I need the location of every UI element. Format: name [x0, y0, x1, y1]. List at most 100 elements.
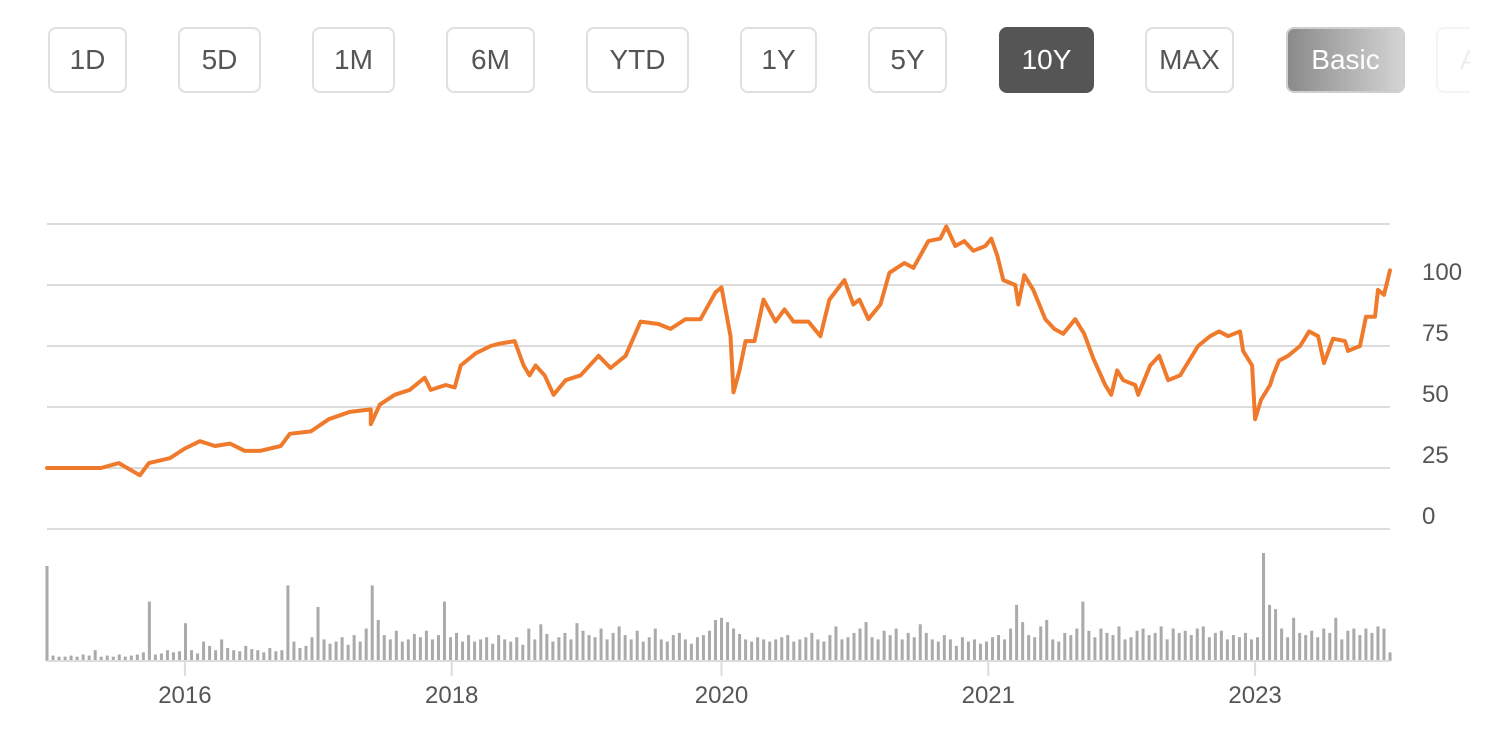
volume-bar [316, 607, 320, 661]
volume-bar [852, 632, 856, 661]
volume-bar [1111, 635, 1115, 661]
volume-bar [424, 630, 428, 661]
range-button-6m[interactable]: 6M [446, 27, 535, 93]
volume-bar [159, 653, 163, 661]
volume-bar [491, 643, 495, 661]
volume-bar [1021, 622, 1025, 661]
volume-bar [400, 641, 404, 661]
volume-bar [792, 641, 796, 661]
volume-bar [1268, 604, 1272, 661]
volume-bar [960, 637, 964, 661]
volume-bar [882, 630, 886, 661]
volume-bar [262, 652, 266, 661]
volume-bar [984, 641, 988, 661]
volume-bar [1262, 553, 1266, 661]
volume-bar [196, 653, 200, 661]
volume-bar [1165, 639, 1169, 661]
volume-bar [1075, 628, 1079, 661]
volume-bar [1316, 637, 1320, 661]
volume-bar [1099, 628, 1103, 661]
volume-bar [1382, 628, 1386, 661]
volume-bar [876, 639, 880, 661]
volume-bar [972, 639, 976, 661]
volume-bar [539, 624, 543, 661]
range-button-10y[interactable]: 10Y [999, 27, 1094, 93]
volume-bar [1231, 635, 1235, 661]
volume-bar [1352, 628, 1356, 661]
volume-bar [1225, 639, 1229, 661]
volume-bar [1153, 632, 1157, 661]
volume-bar [677, 632, 681, 661]
volume-bar [1003, 639, 1007, 661]
volume-bar [563, 632, 567, 661]
volume-bar [1304, 635, 1308, 661]
range-button-1y[interactable]: 1Y [740, 27, 817, 93]
volume-bar [683, 639, 687, 661]
volume-bar [93, 650, 97, 661]
volume-bar [948, 639, 952, 661]
volume-bar [165, 650, 169, 661]
volume-bar [171, 652, 175, 661]
volume-bar [153, 654, 157, 661]
volume-bar [1322, 628, 1326, 661]
volume-bar [635, 630, 639, 661]
volume-bar [774, 639, 778, 661]
range-button-5y[interactable]: 5Y [868, 27, 947, 93]
volume-bar [918, 624, 922, 661]
volume-bar [605, 639, 609, 661]
volume-bar [1183, 630, 1187, 661]
volume-bar [1141, 628, 1145, 661]
volume-bar [1069, 635, 1073, 661]
volume-bar [732, 628, 736, 661]
volume-bar [936, 641, 940, 661]
y-tick-label: 75 [1422, 320, 1449, 347]
volume-bar [1147, 635, 1151, 661]
range-button-5d[interactable]: 5D [178, 27, 261, 93]
volume-bar [1370, 632, 1374, 661]
volume-bar [864, 622, 868, 661]
volume-bar [888, 635, 892, 661]
volume-bar [51, 655, 55, 661]
range-button-ytd[interactable]: YTD [586, 27, 689, 93]
volume-bar [1334, 617, 1338, 661]
volume-bar [768, 641, 772, 661]
volume-bar [220, 639, 224, 661]
volume-bar [274, 651, 278, 661]
volume-bar [581, 630, 585, 661]
volume-bar [924, 632, 928, 661]
volume-bar [810, 632, 814, 661]
volume-bar [1243, 632, 1247, 661]
range-button-max[interactable]: MAX [1145, 27, 1234, 93]
volume-bar [473, 641, 477, 661]
volume-bar [328, 643, 332, 661]
volume-bar [298, 648, 302, 661]
volume-bar [1213, 632, 1217, 661]
volume-bar [533, 639, 537, 661]
volume-bar [394, 630, 398, 661]
range-button-1d[interactable]: 1D [48, 27, 127, 93]
volume-bar [858, 628, 862, 661]
volume-bar [521, 644, 525, 661]
volume-bar [647, 637, 651, 661]
mode-button-advanced[interactable]: A [1436, 27, 1470, 93]
volume-bar [1117, 626, 1121, 661]
volume-bar [1388, 652, 1392, 661]
volume-bar [569, 639, 573, 661]
range-button-1m[interactable]: 1M [312, 27, 395, 93]
volume-bar [557, 637, 561, 661]
volume-bar [256, 650, 260, 661]
volume-bar [720, 617, 724, 661]
volume-bar [268, 648, 272, 661]
volume-bar [461, 641, 465, 661]
volume-bar [786, 635, 790, 661]
volume-bar [455, 632, 459, 661]
y-tick-label: 50 [1422, 381, 1449, 408]
x-tick-label: 2021 [962, 682, 1015, 709]
volume-bar [798, 639, 802, 661]
volume-bar [280, 650, 284, 661]
volume-bar [707, 630, 711, 661]
volume-bar [1159, 626, 1163, 661]
volume-bar [135, 654, 139, 661]
volume-bar [63, 656, 67, 661]
mode-button-basic[interactable]: Basic [1286, 27, 1405, 93]
